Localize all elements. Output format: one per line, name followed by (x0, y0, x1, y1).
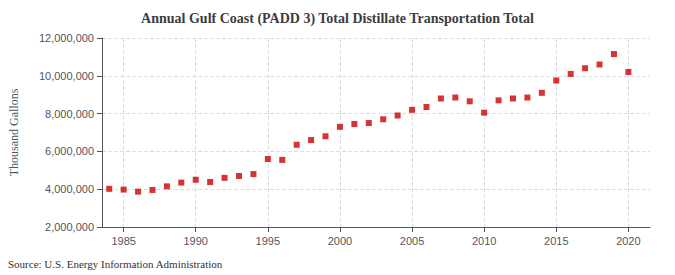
svg-text:1985: 1985 (111, 235, 135, 247)
svg-text:1990: 1990 (183, 235, 207, 247)
svg-text:10,000,000: 10,000,000 (39, 70, 94, 82)
svg-text:2005: 2005 (400, 235, 424, 247)
svg-text:1995: 1995 (256, 235, 280, 247)
svg-text:4,000,000: 4,000,000 (45, 183, 94, 195)
svg-text:6,000,000: 6,000,000 (45, 145, 94, 157)
svg-text:2,000,000: 2,000,000 (45, 221, 94, 233)
svg-text:12,000,000: 12,000,000 (39, 32, 94, 44)
svg-text:Annual Gulf Coast (PADD 3) Tot: Annual Gulf Coast (PADD 3) Total Distill… (141, 11, 534, 27)
svg-text:2010: 2010 (472, 235, 496, 247)
svg-text:2015: 2015 (544, 235, 568, 247)
svg-text:8,000,000: 8,000,000 (45, 108, 94, 120)
svg-text:Thousand Gallons: Thousand Gallons (7, 88, 21, 176)
svg-text:Source: U.S. Energy Informatio: Source: U.S. Energy Information Administ… (8, 258, 223, 270)
svg-text:2000: 2000 (328, 235, 352, 247)
svg-text:2020: 2020 (616, 235, 640, 247)
